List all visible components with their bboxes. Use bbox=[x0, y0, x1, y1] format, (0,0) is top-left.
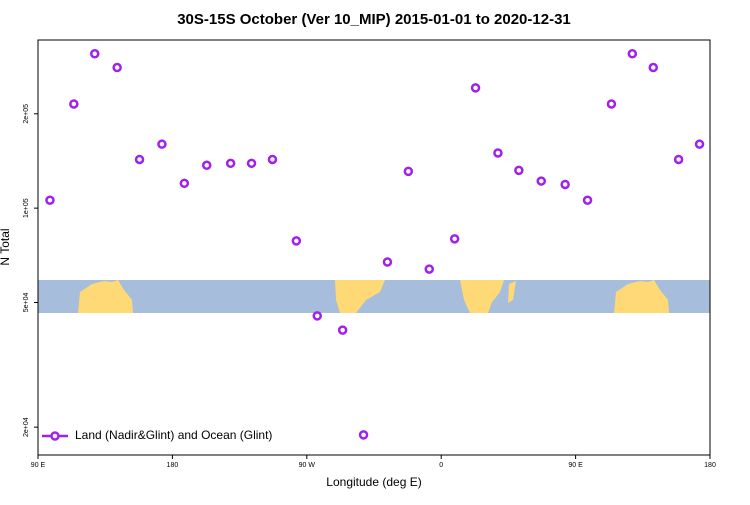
legend-marker bbox=[50, 431, 60, 441]
x-tick-label: 180 bbox=[704, 462, 716, 469]
map-strip bbox=[38, 280, 710, 313]
y-axis-label: N Total bbox=[0, 228, 12, 265]
chart-title: 30S-15S October (Ver 10_MIP) 2015-01-01 … bbox=[177, 11, 571, 28]
point bbox=[449, 234, 460, 244]
point bbox=[536, 176, 547, 186]
point bbox=[69, 99, 79, 109]
x-tick-label: 180 bbox=[167, 462, 179, 469]
point bbox=[560, 179, 570, 190]
point bbox=[246, 158, 257, 169]
point bbox=[493, 148, 503, 158]
point bbox=[201, 160, 212, 171]
point bbox=[673, 154, 684, 165]
x-axis-label: Longitude (deg E) bbox=[326, 475, 421, 489]
point bbox=[157, 139, 167, 149]
y-tick-label: 2e+04 bbox=[23, 417, 30, 437]
point bbox=[337, 325, 348, 335]
point bbox=[470, 83, 481, 93]
plot-frame bbox=[37, 39, 711, 456]
point bbox=[312, 311, 323, 321]
point bbox=[291, 236, 302, 246]
point bbox=[582, 195, 593, 205]
point bbox=[627, 48, 638, 59]
point bbox=[112, 62, 122, 73]
point bbox=[648, 62, 659, 73]
point bbox=[358, 430, 369, 440]
y-tick-label: 1e+05 bbox=[23, 198, 30, 218]
y-tick-label: 5e+04 bbox=[23, 293, 30, 313]
x-tick-label: 90 E bbox=[568, 462, 583, 469]
y-tick-label: 2e+05 bbox=[23, 104, 30, 124]
point bbox=[424, 264, 435, 274]
point bbox=[134, 154, 145, 165]
point bbox=[514, 165, 524, 176]
point bbox=[694, 139, 705, 149]
x-tick-label: 90 E bbox=[31, 462, 46, 469]
legend-label: Land (Nadir&Glint) and Ocean (Glint) bbox=[75, 428, 272, 442]
point bbox=[179, 178, 190, 189]
x-tick-label: 90 W bbox=[299, 462, 316, 469]
point bbox=[267, 154, 278, 165]
x-tick-label: 0 bbox=[439, 462, 443, 469]
point bbox=[403, 166, 414, 177]
point bbox=[225, 158, 236, 169]
point bbox=[45, 195, 55, 205]
point bbox=[382, 257, 393, 267]
point bbox=[89, 48, 100, 59]
point bbox=[606, 99, 617, 109]
